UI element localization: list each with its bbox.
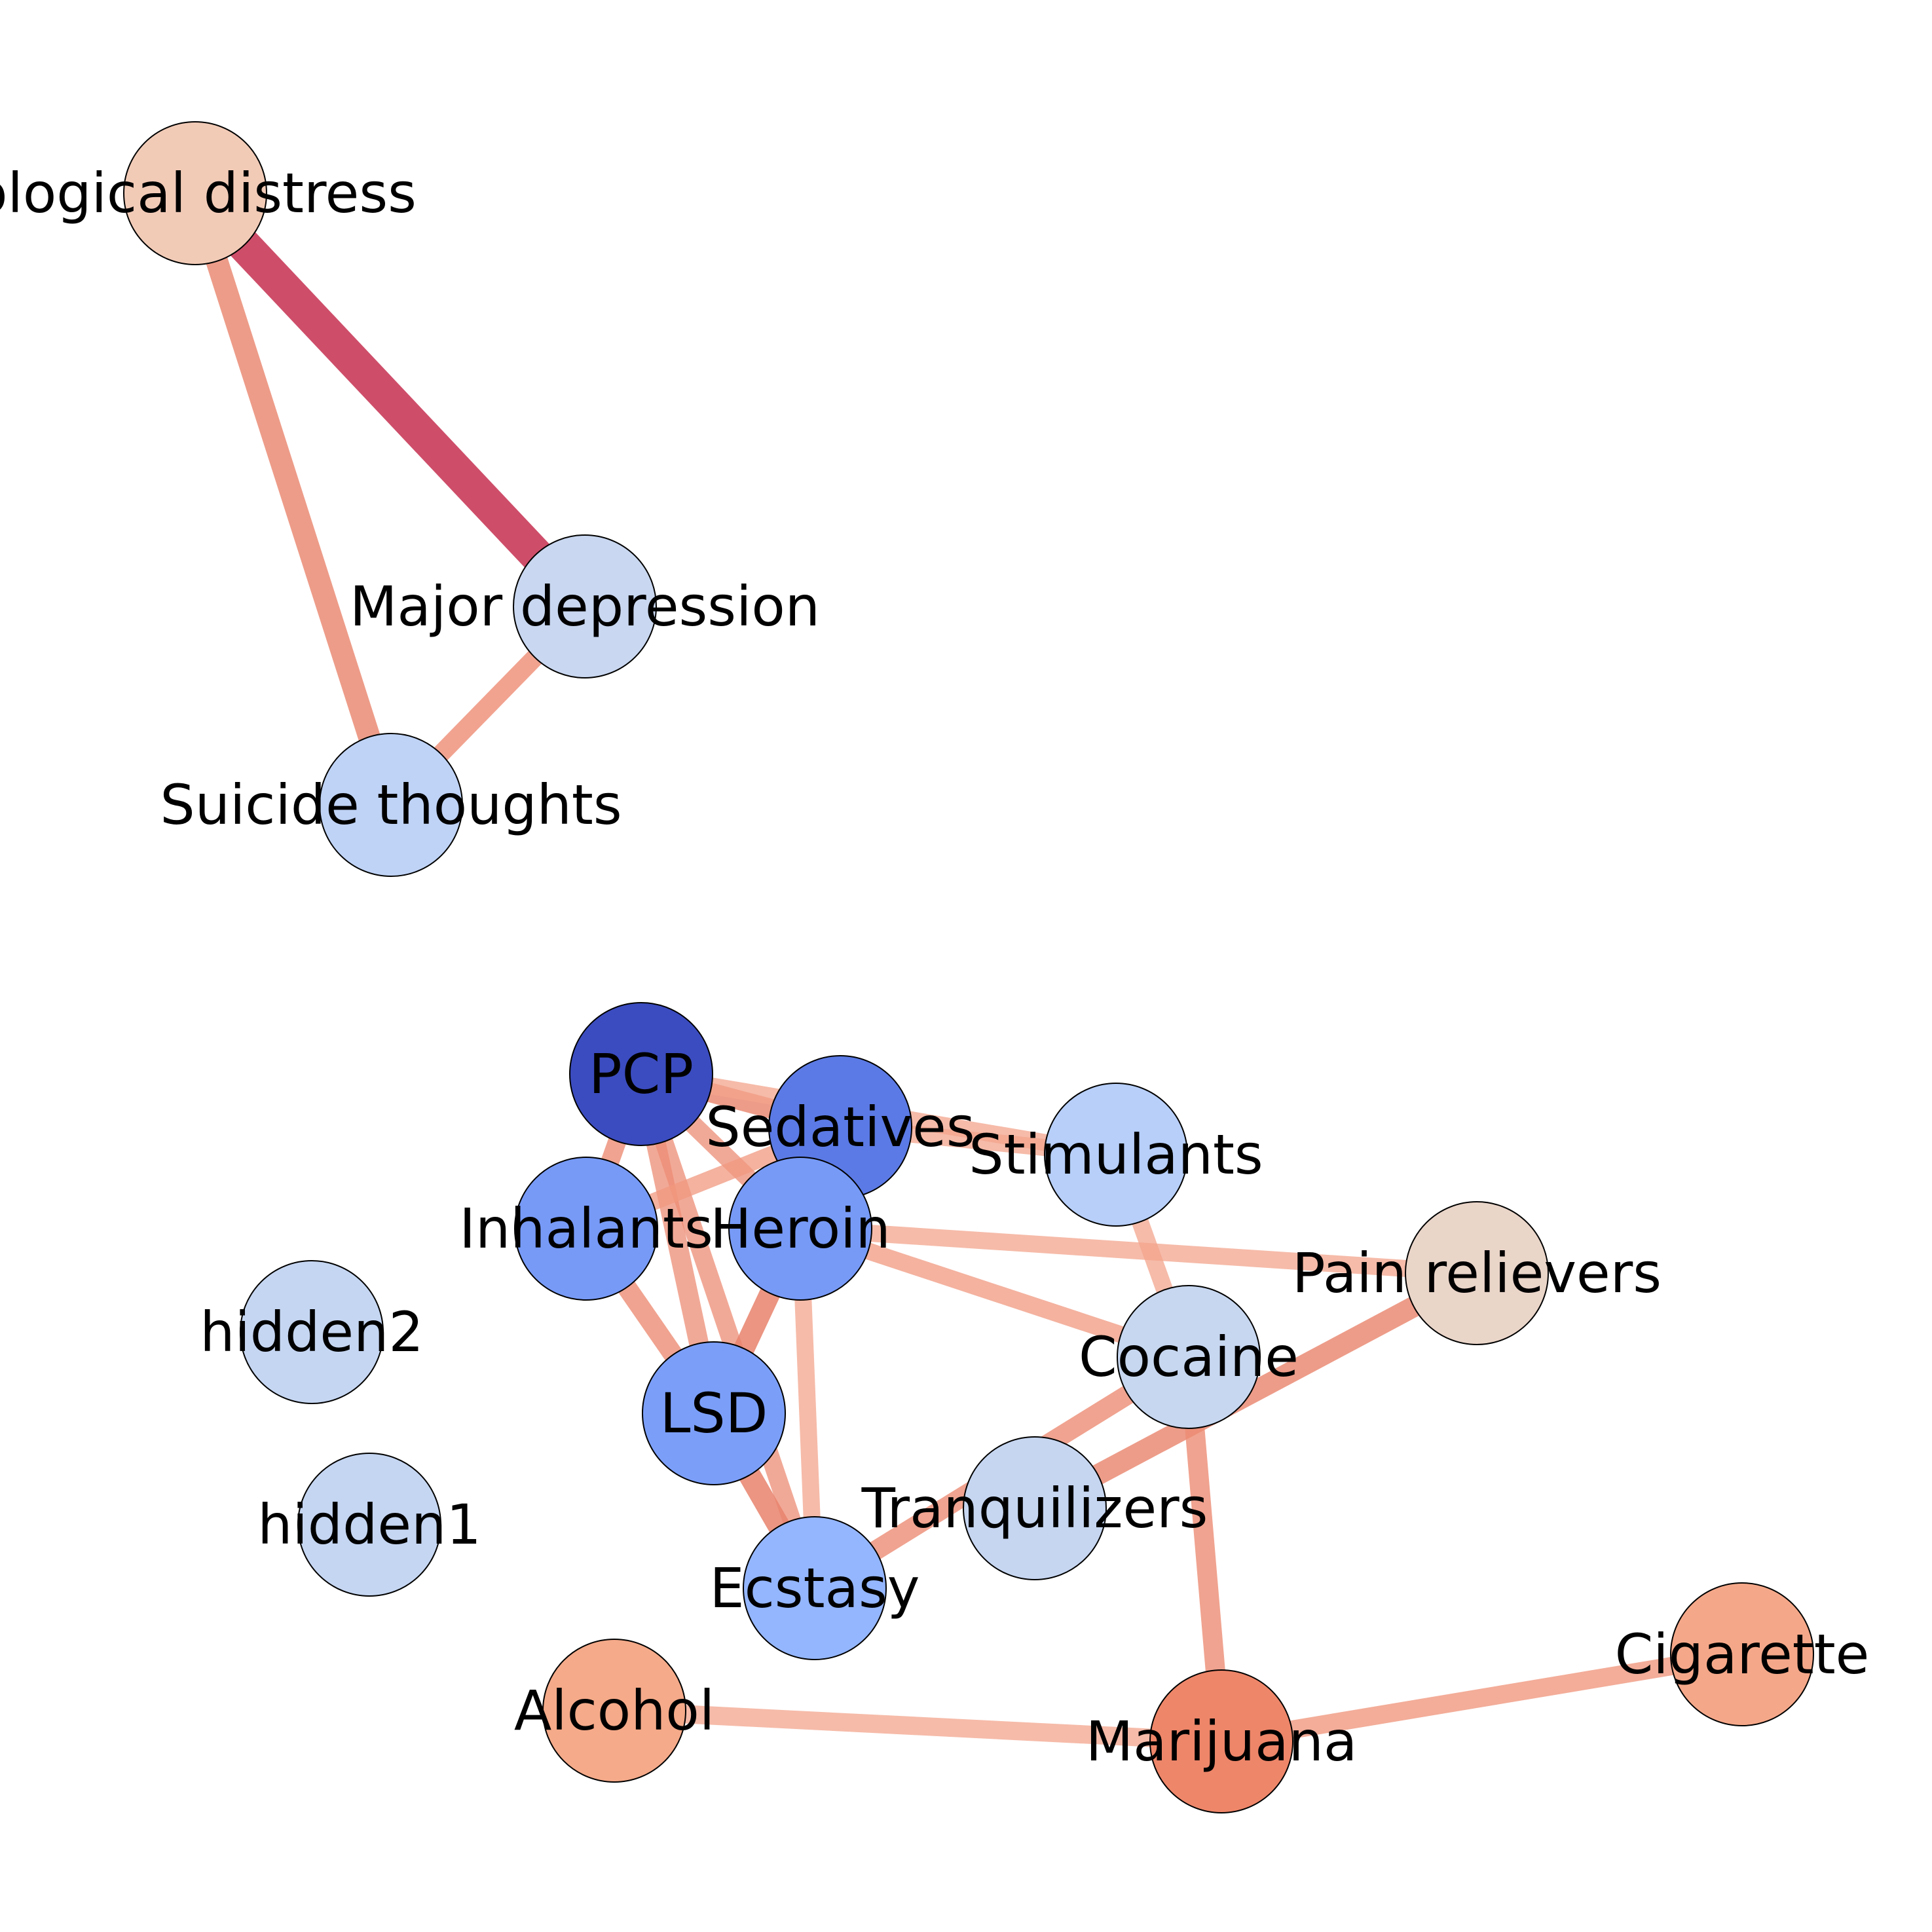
node-label-cocaine: Cocaine [1079, 1325, 1299, 1389]
node-label-ecstasy: Ecstasy [710, 1556, 920, 1620]
node-painrelievers[interactable] [1405, 1201, 1549, 1345]
label-layer: ological distress Major depression Suicide… [0, 161, 1869, 1774]
node-hidden1[interactable] [297, 1453, 441, 1597]
node-label-cigarette: Cigarette [1615, 1622, 1870, 1686]
node-label-inhalants: Inhalants [459, 1197, 713, 1261]
node-label-suicide: Suicide thoughts [160, 773, 622, 837]
node-label-stimulants: Stimulants [969, 1123, 1263, 1187]
node-hidden2[interactable] [240, 1260, 384, 1404]
node-inhalants[interactable] [514, 1157, 658, 1301]
node-label-alcohol: Alcohol [514, 1679, 715, 1743]
node-label-pcp: PCP [589, 1042, 694, 1106]
edge-psych-depression [183, 181, 597, 618]
node-suicide[interactable] [319, 733, 463, 877]
node-depression[interactable] [513, 534, 657, 678]
node-label-painrelievers: Pain relievers [1292, 1241, 1662, 1305]
node-label-psych: ological distress [0, 161, 417, 225]
node-label-lsd: LSD [660, 1381, 768, 1445]
edge-heroin-painrelievers [800, 1220, 1477, 1282]
node-marijuana[interactable] [1149, 1669, 1293, 1813]
edge-tranquilizers-painrelievers [1030, 1263, 1482, 1518]
node-label-heroin: Heroin [710, 1197, 891, 1261]
node-pcp[interactable] [569, 1002, 713, 1146]
node-cocaine[interactable] [1117, 1285, 1261, 1429]
node-stimulants[interactable] [1044, 1083, 1188, 1227]
node-psych[interactable] [123, 121, 267, 265]
node-label-hidden2: hidden2 [200, 1300, 424, 1364]
node-alcohol[interactable] [542, 1639, 686, 1783]
node-ecstasy[interactable] [743, 1516, 887, 1660]
edge-psych-suicide [184, 189, 402, 809]
node-label-depression: Major depression [350, 574, 820, 639]
node-label-tranquilizers: Tranquilizers [861, 1476, 1208, 1540]
node-cigarette[interactable] [1670, 1582, 1814, 1726]
node-label-sedatives: Sedatives [705, 1095, 975, 1159]
node-layer [123, 121, 1814, 1813]
node-label-hidden1: hidden1 [257, 1493, 481, 1557]
edge-alcohol-marijuana [614, 1701, 1222, 1751]
node-label-marijuana: Marijuana [1086, 1709, 1358, 1774]
edge-pcp-ecstasy [632, 1071, 824, 1591]
node-lsd[interactable] [642, 1341, 786, 1485]
node-tranquilizers[interactable] [963, 1436, 1107, 1580]
node-heroin[interactable] [728, 1157, 872, 1301]
edge-marijuana-cigarette [1219, 1645, 1744, 1751]
